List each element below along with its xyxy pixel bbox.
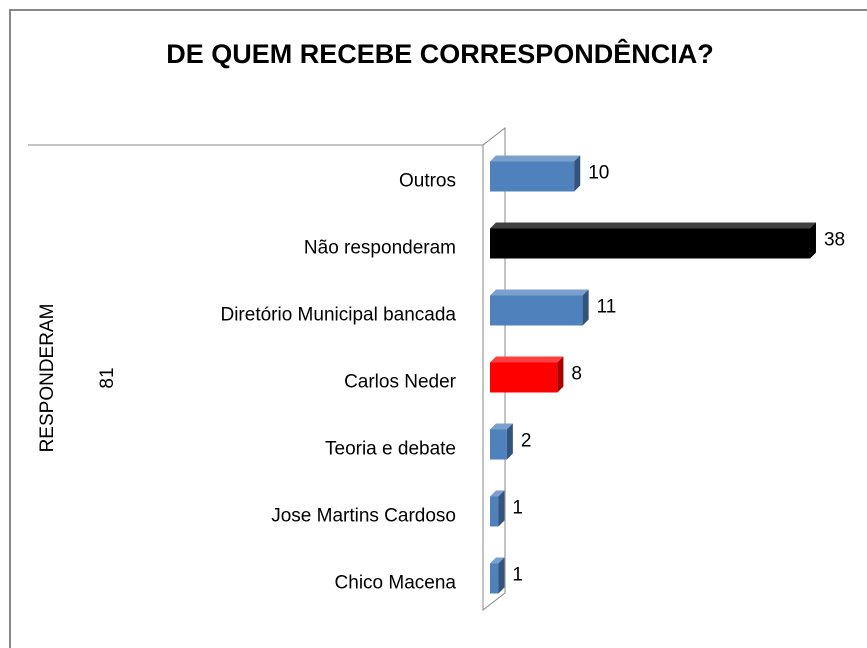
bar-side-shade <box>557 356 564 393</box>
bar-side-shade <box>582 289 589 326</box>
data-label: 2 <box>521 431 532 452</box>
bar-front <box>490 496 499 527</box>
bar-top <box>490 423 513 430</box>
y-tick-label: Diretório Municipal bancada <box>220 305 456 326</box>
bar <box>490 356 564 393</box>
bar-front <box>490 228 810 259</box>
bar <box>490 155 581 192</box>
bar-top-shade <box>490 423 513 430</box>
bar-top-shade <box>490 222 816 229</box>
y-axis-label: RESPONDERAM <box>37 304 58 453</box>
bar-top <box>490 155 581 162</box>
y-group-label: 81 <box>97 367 118 388</box>
data-label: 38 <box>824 230 845 251</box>
bar <box>490 557 505 594</box>
y-tick-label: Carlos Neder <box>344 372 457 393</box>
bar-side-shade <box>574 155 581 192</box>
y-tick-label: Teoria e debate <box>325 439 456 460</box>
data-label: 1 <box>512 498 523 519</box>
y-tick-label: Outros <box>399 171 456 192</box>
bar-side <box>506 423 513 460</box>
bar-top-shade <box>490 155 581 162</box>
data-label: 11 <box>597 297 617 318</box>
bar-front <box>490 563 499 594</box>
bar-top <box>490 356 564 363</box>
bar-side <box>582 289 589 326</box>
y-tick-label: Jose Martins Cardoso <box>271 506 456 527</box>
bar-top-shade <box>490 356 564 363</box>
bar-top-shade <box>490 490 505 497</box>
bar-side <box>498 557 505 594</box>
y-tick-label: Chico Macena <box>335 573 457 594</box>
bar-front <box>490 429 507 460</box>
bar <box>490 490 505 527</box>
bar-front <box>490 295 583 326</box>
bar-top <box>490 557 505 564</box>
data-label: 8 <box>571 364 582 385</box>
bar-side-shade <box>498 490 505 527</box>
bar-top <box>490 289 589 296</box>
wall <box>482 126 506 612</box>
bar-top-shade <box>490 557 505 564</box>
bar-top <box>490 490 505 497</box>
bar-side <box>557 356 564 393</box>
y-tick-label: Não responderam <box>304 238 456 259</box>
bar <box>490 289 589 326</box>
bar-front <box>490 362 558 393</box>
bar-side <box>498 490 505 527</box>
bar-top <box>490 222 816 229</box>
bar-side-shade <box>506 423 513 460</box>
bar-side <box>809 222 816 259</box>
chart-border <box>9 9 867 648</box>
bar-side-shade <box>809 222 816 259</box>
bar-side <box>574 155 581 192</box>
data-label: 1 <box>512 565 523 586</box>
bar-side-shade <box>498 557 505 594</box>
bar-front <box>490 161 575 192</box>
bar <box>490 222 816 259</box>
data-label: 10 <box>588 163 609 184</box>
chart-title: DE QUEM RECEBE CORRESPONDÊNCIA? <box>166 38 714 69</box>
bar-top-shade <box>490 289 589 296</box>
bar <box>490 423 513 460</box>
